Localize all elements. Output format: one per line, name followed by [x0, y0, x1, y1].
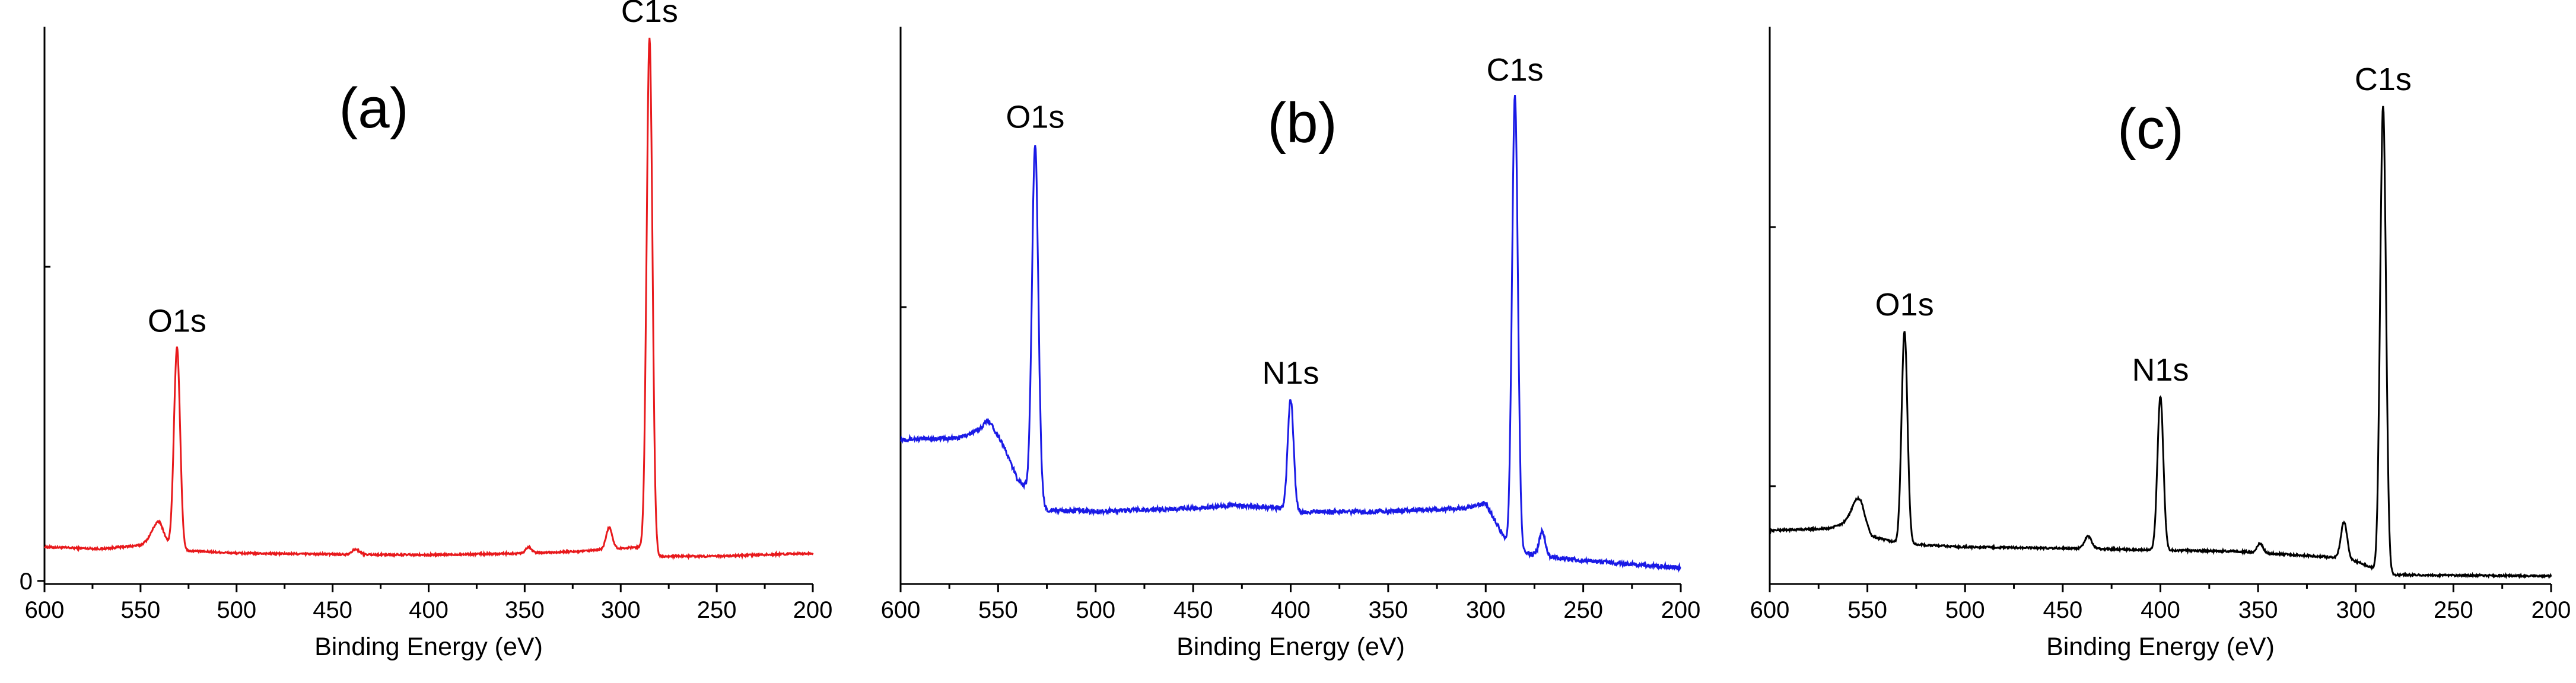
- x-tick-label: 250: [1563, 597, 1603, 623]
- x-axis-title: Binding Energy (eV): [314, 633, 543, 661]
- spectrum-line: [900, 95, 1681, 573]
- x-tick-label: 550: [978, 597, 1018, 623]
- y-tick-label: 0: [20, 569, 33, 595]
- x-tick-label: 200: [793, 597, 833, 623]
- x-tick-label: 600: [25, 597, 65, 623]
- x-tick-label: 200: [2532, 597, 2571, 623]
- spectrum-line: [1769, 106, 2552, 580]
- x-tick-label: 350: [2238, 597, 2278, 623]
- peak-label-c1s: C1s: [2355, 62, 2412, 97]
- panel-label: (a): [339, 76, 408, 140]
- x-tick-label: 500: [1945, 597, 1985, 623]
- x-tick-label: 550: [1847, 597, 1887, 623]
- x-tick-label: 400: [409, 597, 449, 623]
- x-tick-label: 550: [121, 597, 161, 623]
- x-tick-label: 500: [1076, 597, 1115, 623]
- peak-label-c1s: C1s: [1487, 52, 1544, 88]
- peak-label-o1s: O1s: [1006, 100, 1064, 135]
- panel-label: (c): [2117, 97, 2184, 161]
- x-tick-label: 450: [2043, 597, 2083, 623]
- x-tick-label: 600: [1750, 597, 1790, 623]
- x-tick-label: 450: [1173, 597, 1213, 623]
- x-tick-label: 300: [601, 597, 641, 623]
- x-tick-label: 400: [2141, 597, 2180, 623]
- peak-label-c1s: C1s: [621, 0, 678, 29]
- panel-b: 600 550 500 450 400 350 300 250 200 O1s N1s C1s (b…: [881, 27, 1701, 661]
- x-axis-title: Binding Energy (eV): [2046, 633, 2275, 661]
- x-tick-label: 600: [881, 597, 921, 623]
- x-tick-label: 350: [505, 597, 545, 623]
- panel-c: 600 550 500 450 400 350 300 250 200 O1s N1s C1s (c…: [1750, 27, 2571, 661]
- panel-label: (b): [1267, 91, 1337, 155]
- x-tick-label: 400: [1271, 597, 1311, 623]
- peak-label-n1s: N1s: [2132, 352, 2189, 388]
- peak-label-o1s: O1s: [1875, 287, 1934, 323]
- panel-a: 600 550 500 450 400 350 300 250 200 0 O1s C1s (a)…: [20, 0, 833, 661]
- x-tick-label: 250: [2434, 597, 2473, 623]
- x-tick-label: 300: [1466, 597, 1506, 623]
- x-axis-title: Binding Energy (eV): [1176, 633, 1405, 661]
- x-tick-label: 250: [697, 597, 737, 623]
- x-tick-label: 300: [2336, 597, 2375, 623]
- spectrum-line: [43, 37, 814, 561]
- x-tick-label: 450: [313, 597, 352, 623]
- x-tick-label: 350: [1369, 597, 1408, 623]
- peak-label-n1s: N1s: [1262, 355, 1319, 391]
- x-tick-label: 200: [1661, 597, 1701, 623]
- x-tick-label: 500: [217, 597, 256, 623]
- peak-label-o1s: O1s: [148, 303, 206, 339]
